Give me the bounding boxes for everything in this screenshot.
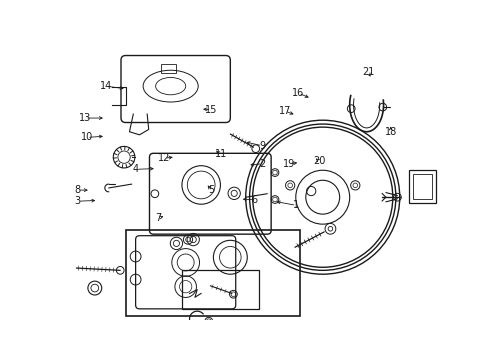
Text: 2: 2 (259, 159, 266, 169)
Text: 4: 4 (133, 164, 139, 174)
Text: 18: 18 (385, 127, 397, 137)
Text: 6: 6 (252, 195, 258, 205)
Text: 12: 12 (158, 153, 171, 163)
Text: 11: 11 (215, 149, 227, 159)
Bar (126, 230, 300, 316)
Bar (413, 174, 432, 199)
Text: 1: 1 (294, 201, 299, 210)
Text: 20: 20 (313, 156, 325, 166)
Bar (409, 170, 436, 203)
Bar (161, 64, 176, 73)
Text: 15: 15 (205, 105, 218, 115)
Text: 17: 17 (279, 106, 291, 116)
Text: 5: 5 (208, 185, 215, 195)
Text: 14: 14 (100, 81, 112, 91)
Text: 10: 10 (81, 132, 93, 143)
Bar (182, 270, 259, 309)
Text: 19: 19 (283, 159, 295, 169)
Text: 3: 3 (74, 196, 81, 206)
Text: 8: 8 (74, 185, 81, 195)
Text: 7: 7 (155, 213, 162, 223)
Text: 9: 9 (259, 141, 266, 151)
Text: 21: 21 (362, 67, 374, 77)
Text: 16: 16 (292, 88, 304, 98)
Text: 13: 13 (79, 113, 91, 123)
